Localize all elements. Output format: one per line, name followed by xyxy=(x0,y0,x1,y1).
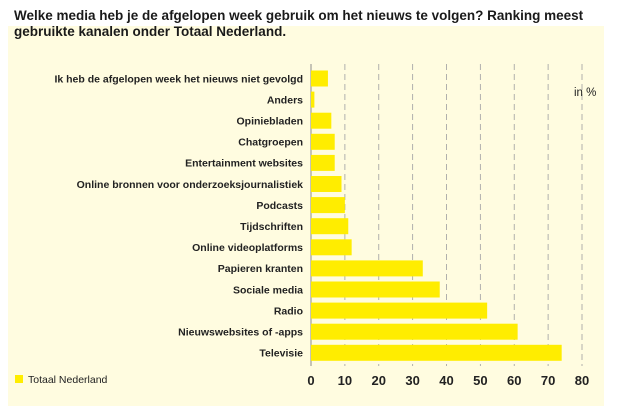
chart-title: Welke media heb je de afgelopen week geb… xyxy=(14,8,584,39)
x-axis-ticks: 0 10 20 30 40 50 60 70 80 xyxy=(307,373,589,388)
x-tick-label: 60 xyxy=(507,373,521,388)
bar xyxy=(311,344,562,361)
x-tick-label: 0 xyxy=(307,373,314,388)
category-label: Papieren kranten xyxy=(218,263,303,275)
x-tick-label: 80 xyxy=(575,373,589,388)
bar xyxy=(311,154,335,171)
x-tick-label: 40 xyxy=(439,373,453,388)
category-label: Ik heb de afgelopen week het nieuws niet… xyxy=(54,73,303,85)
category-label: Online videoplatforms xyxy=(192,242,303,254)
bar xyxy=(311,197,345,214)
x-tick-label: 70 xyxy=(541,373,555,388)
bar xyxy=(311,70,328,87)
unit-label: in % xyxy=(574,87,596,99)
bar xyxy=(311,133,335,150)
x-tick-label: 30 xyxy=(405,373,419,388)
category-label: Opiniebladen xyxy=(236,116,303,128)
x-tick-label: 20 xyxy=(372,373,386,388)
bar xyxy=(311,218,349,235)
category-label: Tijdschriften xyxy=(240,221,303,233)
category-label: Podcasts xyxy=(256,200,303,212)
bar xyxy=(311,176,342,192)
bar xyxy=(311,323,518,340)
category-label: Entertainment websites xyxy=(185,158,303,170)
bars xyxy=(311,70,562,361)
category-label: Chatgroepen xyxy=(238,137,303,149)
bar xyxy=(311,281,440,298)
legend-label: Totaal Nederland xyxy=(28,374,108,386)
category-label: Online bronnen voor onderzoeksjournalist… xyxy=(77,179,304,191)
bar xyxy=(311,302,488,319)
legend-swatch xyxy=(15,375,23,383)
chart-card xyxy=(8,26,604,406)
bar xyxy=(311,112,332,129)
x-tick-label: 10 xyxy=(338,373,352,388)
bar xyxy=(311,239,352,256)
category-label: Televisie xyxy=(259,348,303,360)
category-label: Anders xyxy=(267,94,303,106)
category-labels: Ik heb de afgelopen week het nieuws niet… xyxy=(54,73,303,359)
category-label: Sociale media xyxy=(233,284,303,296)
legend: Totaal Nederland xyxy=(15,374,108,386)
category-label: Radio xyxy=(274,305,303,317)
x-tick-label: 50 xyxy=(473,373,487,388)
grid-lines xyxy=(310,64,583,366)
bar xyxy=(311,91,315,108)
bar xyxy=(311,260,423,277)
category-label: Nieuwswebsites of -apps xyxy=(178,327,303,339)
